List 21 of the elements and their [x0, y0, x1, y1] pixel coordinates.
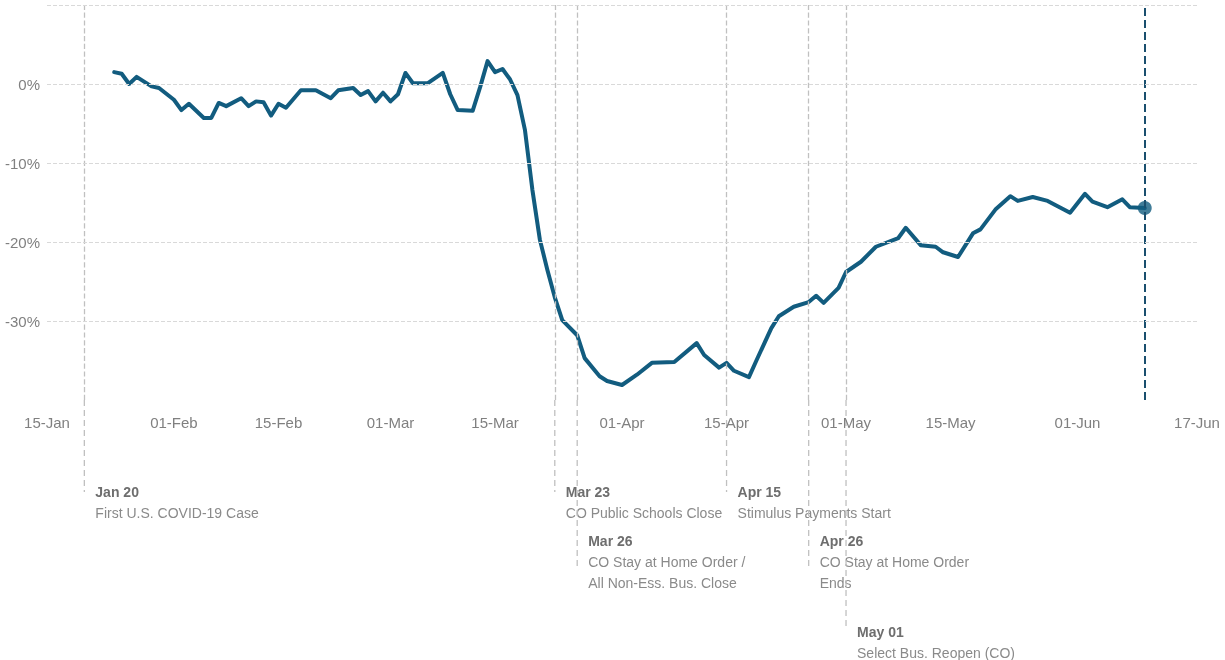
- x-tick-label: 15-Jan: [24, 414, 70, 431]
- y-tick-label: -10%: [4, 154, 40, 172]
- ref-line-label: Apr 15 Stimulus Payments Start: [737, 483, 891, 521]
- ref-line-label: Mar 26 CO Stay at Home Order / All Non-Ess. Bus. Close: [588, 532, 746, 591]
- ref-line-label: Jan 20 First U.S. COVID-19 Case: [95, 483, 259, 521]
- x-tick-label: 15-Apr: [704, 414, 750, 431]
- x-tick-label: 01-Mar: [366, 414, 415, 431]
- x-tick-label: 01-Apr: [599, 414, 645, 431]
- x-tick-label: 15-Feb: [254, 414, 303, 431]
- x-tick-label: 01-Feb: [150, 414, 198, 431]
- x-tick-label: 15-Mar: [471, 414, 519, 431]
- ref-line-label: Mar 23 CO Public Schools Close: [565, 483, 723, 521]
- x-tick-label: 17-Jun: [1174, 414, 1220, 431]
- y-tick-label: -30%: [4, 312, 40, 330]
- ref-line-label: Apr 26 CO Stay at Home Order Ends: [819, 532, 970, 591]
- x-tick-label: 01-May: [821, 414, 872, 431]
- y-tick-label: 0%: [18, 75, 40, 93]
- x-tick-label: 15-May: [925, 414, 977, 431]
- ref-line-label: May 01 Select Bus. Reopen (CO): [857, 623, 1015, 660]
- x-tick-label: 01-Jun: [1054, 414, 1101, 431]
- y-tick-label: -20%: [4, 233, 40, 251]
